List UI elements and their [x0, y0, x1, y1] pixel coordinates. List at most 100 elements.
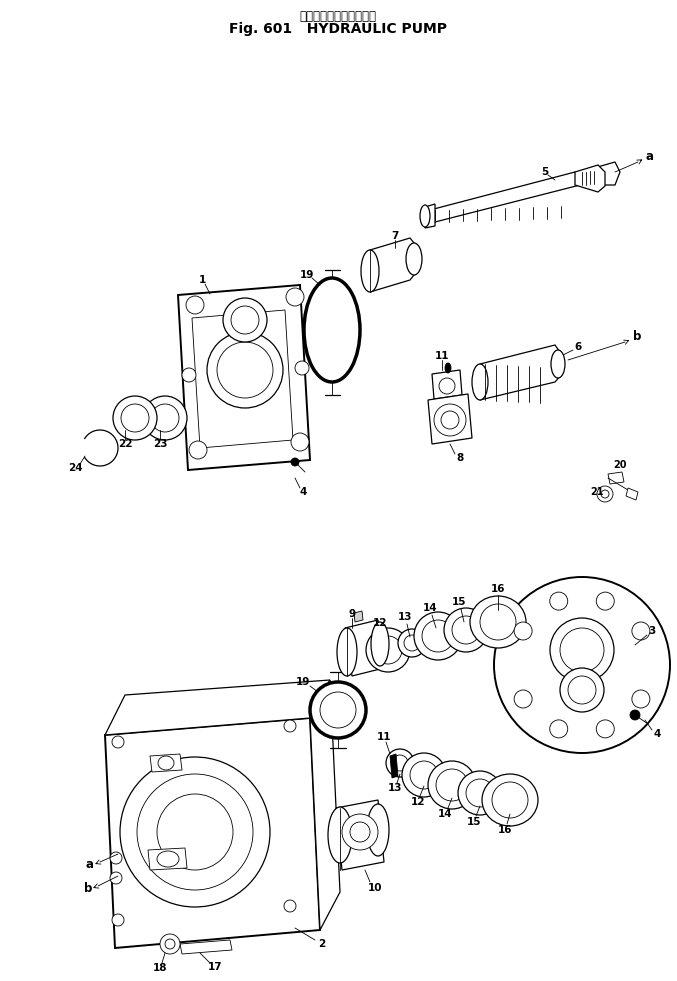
- Ellipse shape: [374, 636, 402, 664]
- Text: 4: 4: [653, 729, 661, 739]
- Ellipse shape: [143, 396, 187, 440]
- Ellipse shape: [284, 720, 296, 732]
- Ellipse shape: [217, 342, 273, 398]
- Ellipse shape: [466, 779, 494, 807]
- Ellipse shape: [318, 710, 342, 734]
- Polygon shape: [626, 488, 638, 500]
- Polygon shape: [480, 345, 562, 400]
- Ellipse shape: [596, 593, 614, 610]
- Ellipse shape: [441, 411, 459, 429]
- Ellipse shape: [120, 757, 270, 907]
- Ellipse shape: [452, 616, 480, 644]
- Ellipse shape: [151, 404, 179, 432]
- Polygon shape: [390, 754, 398, 778]
- Ellipse shape: [514, 622, 532, 640]
- Ellipse shape: [428, 761, 476, 809]
- Text: 22: 22: [118, 439, 132, 449]
- Ellipse shape: [410, 761, 438, 789]
- Ellipse shape: [402, 753, 446, 797]
- Text: 3: 3: [649, 626, 655, 636]
- Ellipse shape: [223, 298, 267, 342]
- Ellipse shape: [632, 622, 650, 640]
- Text: 2: 2: [318, 939, 326, 949]
- Text: 1: 1: [198, 275, 206, 285]
- Ellipse shape: [112, 914, 124, 926]
- Ellipse shape: [422, 620, 454, 652]
- Ellipse shape: [337, 628, 357, 676]
- Ellipse shape: [113, 396, 157, 440]
- Ellipse shape: [560, 628, 604, 672]
- Text: ハイドロリック　ポンプ: ハイドロリック ポンプ: [299, 10, 376, 23]
- Text: 16: 16: [491, 584, 505, 594]
- Ellipse shape: [137, 774, 253, 890]
- Polygon shape: [345, 620, 384, 676]
- Text: 12: 12: [411, 797, 425, 807]
- Polygon shape: [608, 472, 624, 484]
- Ellipse shape: [366, 628, 410, 672]
- Ellipse shape: [165, 939, 175, 949]
- Ellipse shape: [295, 361, 309, 375]
- Text: 9: 9: [349, 609, 355, 619]
- Text: 21: 21: [590, 487, 604, 497]
- Polygon shape: [105, 680, 330, 735]
- Ellipse shape: [472, 364, 488, 400]
- Text: 24: 24: [68, 463, 83, 473]
- Ellipse shape: [121, 404, 149, 432]
- Text: 17: 17: [208, 962, 222, 972]
- Text: 13: 13: [398, 612, 412, 622]
- Ellipse shape: [310, 682, 366, 738]
- Text: 14: 14: [422, 603, 437, 613]
- Text: 12: 12: [373, 618, 387, 628]
- Text: 8: 8: [456, 453, 464, 463]
- Ellipse shape: [157, 794, 233, 870]
- Ellipse shape: [361, 250, 379, 292]
- Ellipse shape: [350, 822, 370, 842]
- Ellipse shape: [630, 710, 640, 720]
- Text: 16: 16: [498, 825, 512, 835]
- Text: 11: 11: [376, 732, 391, 742]
- Ellipse shape: [414, 612, 462, 660]
- Ellipse shape: [597, 486, 613, 502]
- Ellipse shape: [157, 851, 179, 867]
- Polygon shape: [336, 800, 384, 870]
- Polygon shape: [370, 238, 418, 292]
- Ellipse shape: [284, 900, 296, 912]
- Ellipse shape: [291, 433, 309, 451]
- Polygon shape: [580, 162, 620, 185]
- Ellipse shape: [560, 668, 604, 712]
- Ellipse shape: [160, 934, 180, 954]
- Text: b: b: [633, 331, 641, 343]
- Text: Fig. 601   HYDRAULIC PUMP: Fig. 601 HYDRAULIC PUMP: [229, 22, 447, 36]
- Polygon shape: [192, 310, 293, 448]
- Text: 14: 14: [438, 809, 452, 819]
- Polygon shape: [180, 940, 232, 954]
- Ellipse shape: [434, 404, 466, 436]
- Ellipse shape: [480, 604, 516, 640]
- Ellipse shape: [342, 814, 378, 850]
- Ellipse shape: [328, 807, 352, 863]
- Text: 18: 18: [153, 963, 167, 973]
- Ellipse shape: [406, 243, 422, 275]
- Ellipse shape: [470, 596, 526, 648]
- Ellipse shape: [386, 749, 414, 777]
- Ellipse shape: [632, 690, 650, 708]
- Ellipse shape: [550, 618, 614, 682]
- Text: 19: 19: [300, 270, 314, 280]
- Polygon shape: [575, 165, 605, 192]
- Ellipse shape: [207, 332, 283, 408]
- Ellipse shape: [320, 692, 356, 728]
- Text: 20: 20: [613, 460, 627, 470]
- Ellipse shape: [482, 774, 538, 826]
- Text: a: a: [86, 857, 94, 870]
- Ellipse shape: [550, 720, 568, 738]
- Polygon shape: [148, 848, 187, 870]
- Ellipse shape: [439, 378, 455, 394]
- Polygon shape: [428, 394, 472, 444]
- Ellipse shape: [601, 490, 609, 498]
- Ellipse shape: [286, 288, 304, 306]
- Text: 15: 15: [452, 597, 466, 607]
- Ellipse shape: [596, 720, 614, 738]
- Text: a: a: [646, 150, 654, 164]
- Ellipse shape: [371, 622, 389, 666]
- Text: 7: 7: [391, 231, 399, 241]
